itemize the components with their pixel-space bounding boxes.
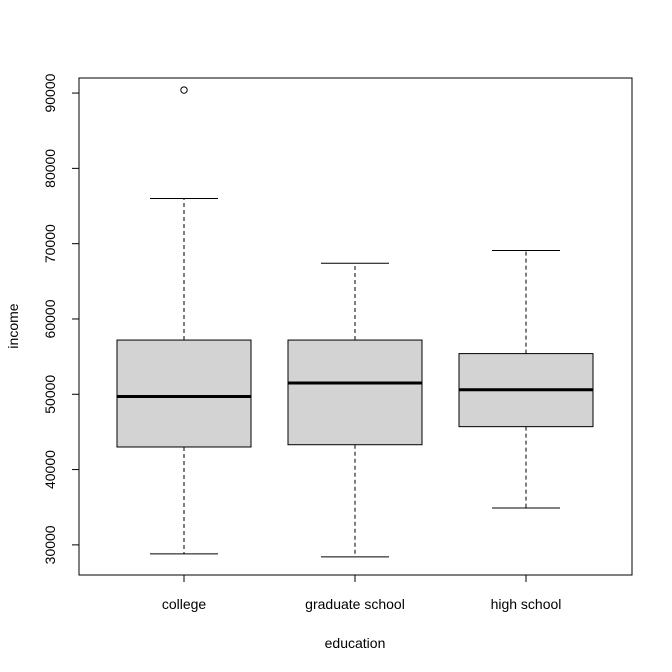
plot-frame: [78, 77, 633, 576]
x-tick-label: graduate school: [305, 596, 405, 612]
x-axis-label: education: [325, 635, 386, 651]
x-tick-label: college: [162, 596, 207, 612]
y-tick-label: 80000: [42, 149, 58, 188]
box-graduate-school: [287, 262, 423, 558]
plot-area: [116, 86, 594, 558]
y-tick-label: 70000: [42, 224, 58, 263]
y-axis: 30000 40000 50000 60000 70000 80000 90000: [42, 73, 80, 564]
x-axis: college graduate school high school: [162, 574, 562, 612]
box-high-school: [458, 249, 594, 509]
y-tick-label: 40000: [42, 450, 58, 489]
box-college: [116, 86, 252, 555]
y-tick-label: 60000: [42, 299, 58, 338]
y-axis-label: income: [5, 303, 21, 348]
outlier-point: [180, 86, 188, 94]
iqr-box: [287, 339, 423, 446]
x-tick-label: high school: [491, 596, 562, 612]
iqr-box: [116, 339, 252, 448]
y-tick-label: 50000: [42, 375, 58, 414]
y-tick-label: 90000: [42, 73, 58, 112]
y-tick-label: 30000: [42, 525, 58, 564]
